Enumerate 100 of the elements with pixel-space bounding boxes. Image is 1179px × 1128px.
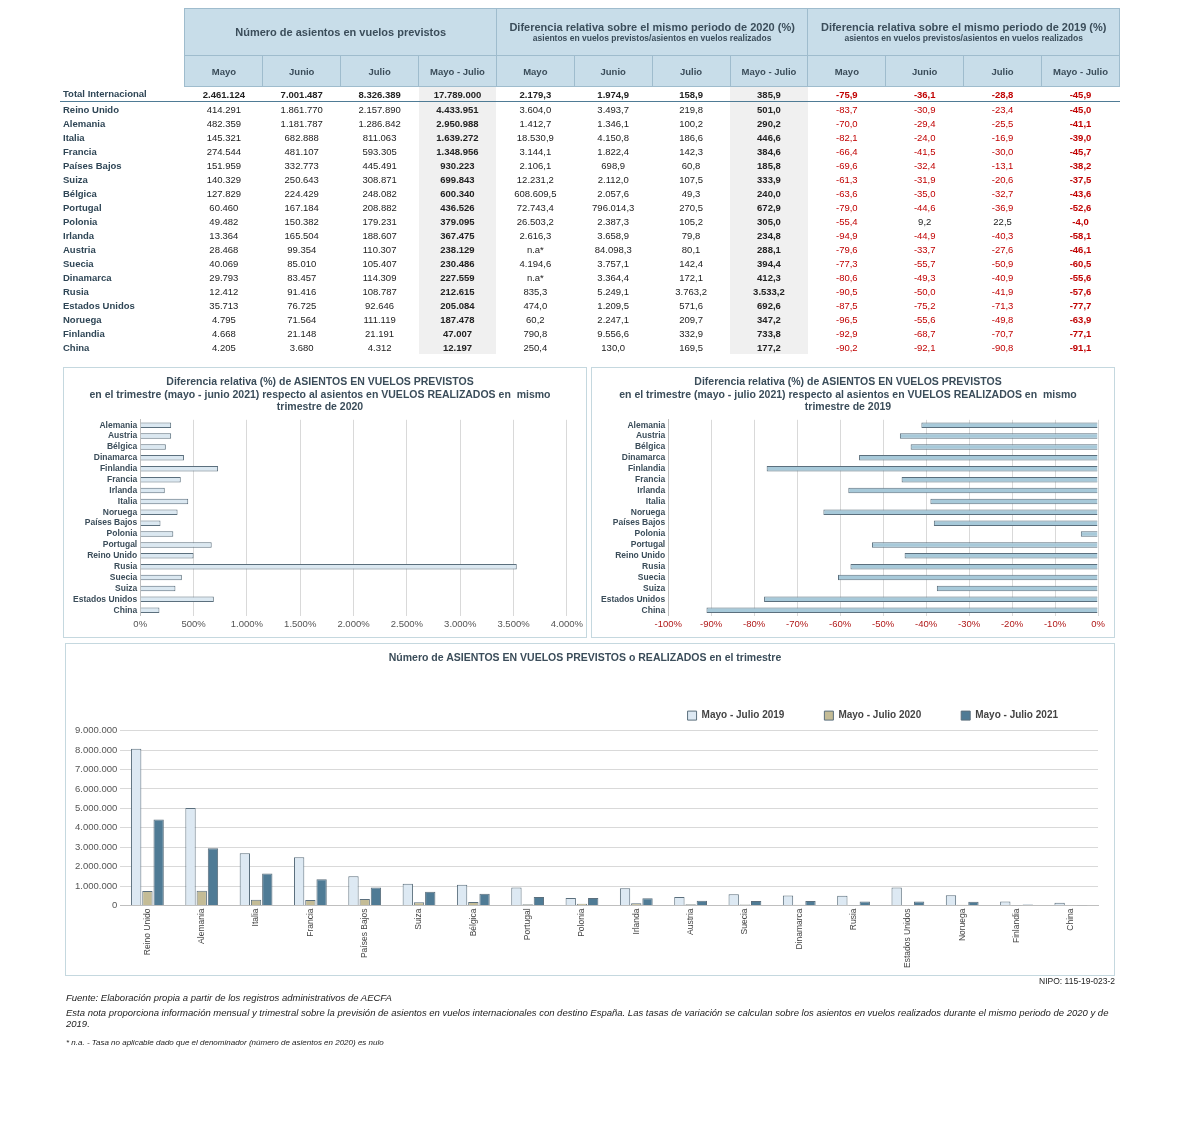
- data-label: 682.888: [283, 130, 320, 144]
- text: Número de asientos en vuelos previstos: [234, 26, 448, 38]
- x-tick-label: 2.500%: [390, 617, 424, 629]
- data-label: 76.725: [286, 298, 318, 312]
- data-label: 167.184: [283, 200, 320, 214]
- data-label: 1.209,5: [596, 298, 631, 312]
- data-label: 248.082: [361, 186, 398, 200]
- y-tick-label: 1.000.000: [75, 879, 118, 891]
- data-label: 105,2: [678, 214, 704, 228]
- data-label: 140.329: [205, 172, 243, 186]
- text: Junio: [885, 55, 964, 87]
- data-label: 80,1: [680, 242, 702, 256]
- data-label: 270,5: [678, 200, 704, 214]
- data-label: -39,0: [1068, 130, 1093, 144]
- data-label: 12.412: [208, 284, 240, 298]
- series-label: Mayo - Julio: [730, 55, 808, 87]
- data-label: -71,3: [990, 298, 1015, 312]
- y-tick-label: Alemania: [99, 419, 138, 430]
- y-tick-label: Italia: [645, 495, 666, 506]
- data-label: -91,1: [1068, 340, 1093, 354]
- y-tick-label: 3.000.000: [75, 840, 118, 852]
- category-label: Irlanda: [62, 228, 96, 242]
- x-tick-label: 3.000%: [444, 617, 477, 629]
- source-note: Fuente: Elaboración propia a partir de los registros administrativos de AECFA: [66, 992, 393, 1003]
- category-label: Austria: [62, 242, 97, 256]
- y-tick-label: Polonia: [106, 528, 138, 539]
- data-label: 790,8: [522, 326, 549, 340]
- x-tick-label: -60%: [829, 617, 852, 629]
- x-tick-label: 3.500%: [497, 617, 531, 629]
- data-label: 1.346,1: [596, 116, 631, 130]
- data-label: -66,4: [835, 144, 859, 158]
- x-tick-label: -90%: [700, 617, 723, 629]
- data-label: -77,1: [1068, 326, 1093, 340]
- data-label: 608.609,5: [513, 186, 558, 200]
- y-tick-label: Bélgica: [634, 441, 666, 452]
- data-label: -96,5: [835, 312, 859, 326]
- data-label: -63,6: [835, 186, 859, 200]
- x-tick-label: Rusia: [847, 908, 858, 931]
- data-label: 40.069: [208, 256, 240, 270]
- text: Julio: [652, 55, 731, 87]
- data-label: -27,6: [990, 242, 1015, 256]
- data-label: 92.646: [364, 298, 396, 312]
- y-tick-label: Francia: [634, 473, 666, 484]
- data-label: 4.433.951: [418, 101, 497, 116]
- data-label: -82,1: [835, 130, 859, 144]
- y-tick-label: 2.000.000: [75, 860, 118, 872]
- data-label: 593.305: [361, 144, 398, 158]
- y-tick-label: Irlanda: [109, 484, 138, 495]
- data-label: -36,1: [912, 87, 937, 102]
- x-tick-label: -20%: [1000, 617, 1024, 629]
- data-label: 234,8: [730, 228, 808, 242]
- data-label: 385,9: [730, 86, 808, 102]
- data-label: 205.084: [418, 298, 497, 312]
- data-label: -92,1: [912, 340, 937, 354]
- y-tick-label: Bélgica: [106, 441, 138, 452]
- data-label: 28.468: [208, 242, 240, 256]
- data-label: -90,5: [835, 284, 859, 298]
- data-label: 692,6: [730, 298, 808, 312]
- data-label: 2.106,1: [518, 158, 553, 172]
- data-label: 47.007: [418, 326, 497, 340]
- x-tick-label: -40%: [915, 617, 938, 629]
- data-label: 250,4: [522, 340, 549, 354]
- y-tick-label: Irlanda: [637, 484, 666, 495]
- data-label: 733,8: [730, 326, 808, 340]
- x-tick-label: Italia: [250, 908, 261, 927]
- data-label: -70,0: [835, 116, 859, 130]
- y-tick-label: Francia: [106, 473, 138, 484]
- data-label: -4,0: [1071, 214, 1090, 228]
- data-label: 150.382: [283, 214, 320, 228]
- data-label: -32,4: [912, 158, 937, 172]
- data-label: 85.010: [286, 256, 318, 270]
- data-label: 100,2: [678, 116, 704, 130]
- data-label: -24,0: [912, 130, 937, 144]
- data-label: -32,7: [990, 186, 1015, 200]
- text: Esta nota proporciona información mensual y trimestral sobre la previsión de asientos en vuelos internacionales con destino España. Las tasas de variación se calculan sobre los asientos en vuelos realizados durante el mismo periodo de 2020 y de 2019.: [66, 1007, 1110, 1029]
- data-label: 3.493,7: [596, 102, 631, 116]
- y-tick-label: Suiza: [643, 582, 666, 593]
- data-label: 4.205: [211, 340, 237, 354]
- data-label: 1.348.956: [418, 144, 497, 158]
- data-label: 571,6: [678, 298, 704, 312]
- y-tick-label: Alemania: [627, 419, 666, 430]
- x-tick-label: -10%: [1043, 617, 1067, 629]
- data-label: 21.148: [286, 326, 318, 340]
- data-label: 672,9: [730, 200, 808, 214]
- x-tick-label: -100%: [654, 617, 683, 629]
- y-tick-label: Rusia: [642, 560, 666, 571]
- data-label: 379.095: [418, 214, 497, 228]
- data-label: 49,3: [680, 186, 702, 200]
- x-tick-label: Francia: [304, 908, 315, 937]
- data-label: -83,7: [835, 102, 859, 116]
- data-label: 142,3: [678, 144, 704, 158]
- data-label: 169,5: [678, 340, 704, 354]
- x-tick-label: Alemania: [196, 908, 207, 944]
- data-label: 332.773: [283, 158, 320, 172]
- data-label: 60,8: [680, 158, 702, 172]
- data-label: 2.157.890: [357, 102, 402, 116]
- data-label: 208.882: [361, 200, 398, 214]
- legend-label: Mayo - Julio 2021: [975, 709, 1059, 721]
- data-label: 8.326.389: [357, 87, 402, 102]
- y-tick-label: 9.000.000: [75, 724, 118, 736]
